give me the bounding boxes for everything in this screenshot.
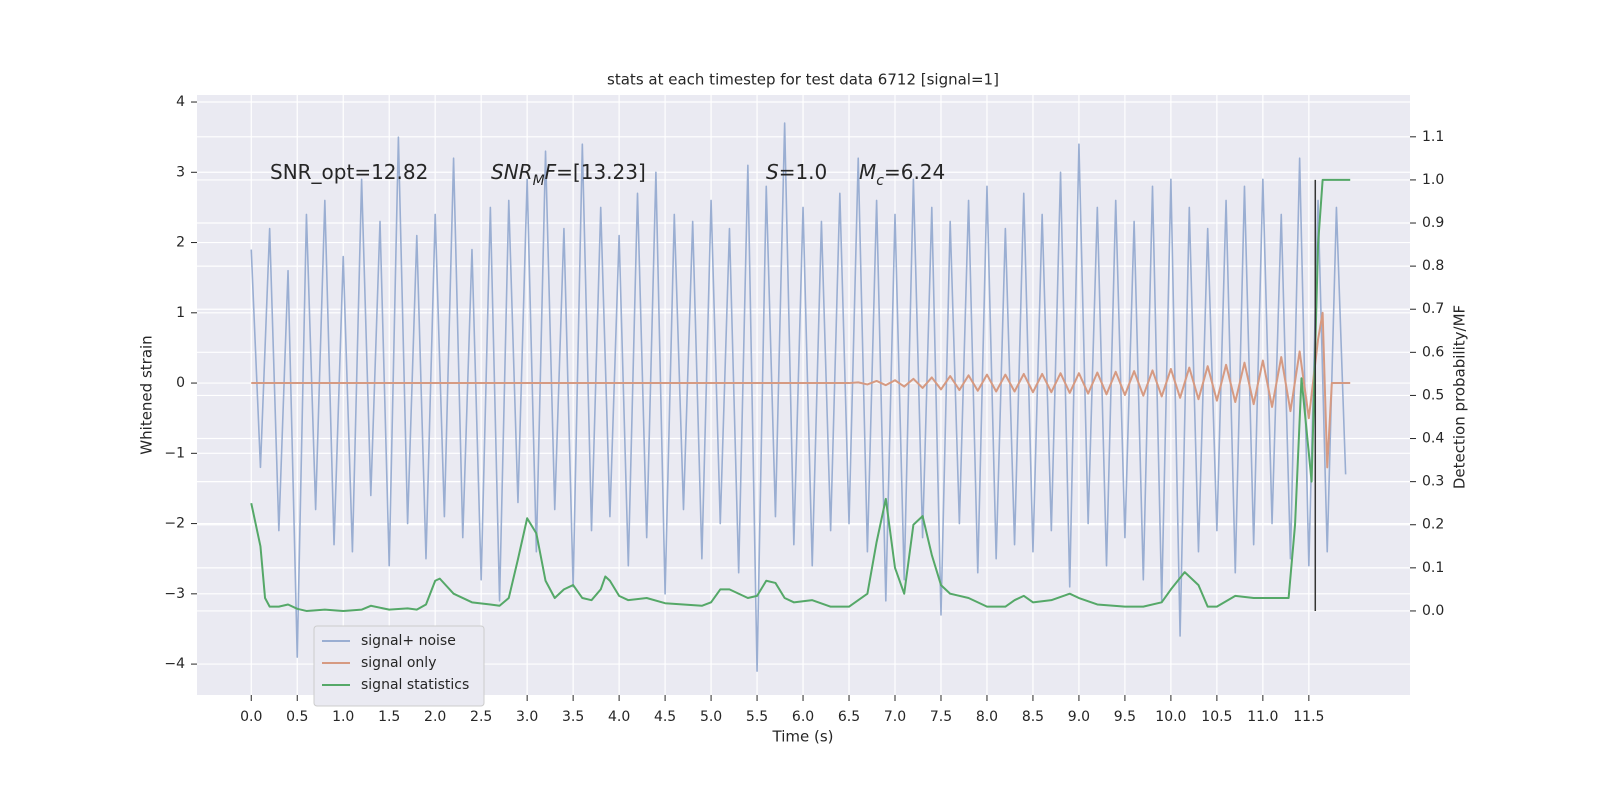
y-tick-label: 3 <box>176 164 185 180</box>
x-tick-label: 5.5 <box>746 709 768 725</box>
y-tick-label: 4 <box>176 94 185 110</box>
y2-axis-label: Detection probability/MF <box>1451 305 1469 489</box>
annotation-part: =1.0 <box>779 160 828 184</box>
x-tick-label: 0.0 <box>240 709 262 725</box>
annotation: SNRMF=[13.23] <box>491 160 646 190</box>
y-tick-label: −1 <box>164 445 185 461</box>
annotation-part: M <box>533 173 545 189</box>
annotation: S=1.0 <box>766 160 827 184</box>
annotation-part: M <box>859 160 876 184</box>
x-tick-label: 7.0 <box>884 709 906 725</box>
x-tick-label: 2.5 <box>470 709 492 725</box>
y2-tick-label: 0.2 <box>1422 517 1444 533</box>
y2-tick-label: 0.3 <box>1422 474 1444 490</box>
x-tick-label: 4.5 <box>654 709 676 725</box>
y2-tick-label: 0.0 <box>1422 603 1444 619</box>
legend-box <box>313 625 485 707</box>
series-line <box>250 122 1347 672</box>
y2-tick-label: 1.1 <box>1422 129 1444 145</box>
chart-title: stats at each timestep for test data 671… <box>607 71 999 89</box>
legend-label: signal+ noise <box>361 633 456 649</box>
x-axis-label: Time (s) <box>772 728 834 746</box>
annotation-part: SNR <box>491 160 533 184</box>
annotation-part: c <box>876 173 884 189</box>
legend-label: signal statistics <box>361 677 469 693</box>
x-tick-label: 8.5 <box>1022 709 1044 725</box>
y-tick-label: 2 <box>176 235 185 251</box>
x-tick-label: 8.0 <box>976 709 998 725</box>
x-tick-label: 3.0 <box>516 709 538 725</box>
x-tick-label: 4.0 <box>608 709 630 725</box>
annotation: SNR_opt=12.82 <box>270 160 428 184</box>
annotation-part: F <box>545 160 557 184</box>
x-tick-label: 6.0 <box>792 709 814 725</box>
x-tick-label: 10.0 <box>1155 709 1186 725</box>
x-tick-label: 11.5 <box>1293 709 1324 725</box>
y2-tick-label: 0.4 <box>1422 431 1444 447</box>
y-tick-label: 1 <box>176 305 185 321</box>
x-tick-label: 1.0 <box>332 709 354 725</box>
x-tick-label: 0.5 <box>286 709 308 725</box>
series-line <box>251 311 1351 469</box>
x-tick-label: 6.5 <box>838 709 860 725</box>
annotation-part: =[13.23] <box>556 160 646 184</box>
y-tick-label: −3 <box>164 586 185 602</box>
x-tick-label: 7.5 <box>930 709 952 725</box>
x-tick-label: 3.5 <box>562 709 584 725</box>
legend-label: signal only <box>361 655 436 671</box>
y2-tick-label: 0.1 <box>1422 560 1444 576</box>
x-tick-label: 10.5 <box>1201 709 1232 725</box>
y-tick-label: −4 <box>164 656 185 672</box>
y-tick-label: −2 <box>164 516 185 532</box>
x-tick-label: 1.5 <box>378 709 400 725</box>
series-line <box>250 178 1351 612</box>
x-tick-label: 9.0 <box>1068 709 1090 725</box>
y2-tick-label: 1.0 <box>1422 172 1444 188</box>
x-tick-label: 9.5 <box>1114 709 1136 725</box>
x-tick-label: 5.0 <box>700 709 722 725</box>
y2-tick-label: 0.7 <box>1422 301 1444 317</box>
y2-tick-label: 0.8 <box>1422 258 1444 274</box>
x-tick-label: 11.0 <box>1247 709 1278 725</box>
y2-tick-label: 0.9 <box>1422 215 1444 231</box>
annotation-part: S <box>766 160 779 184</box>
annotation-part: SNR_opt=12.82 <box>270 160 428 184</box>
annotation-part: =6.24 <box>884 160 945 184</box>
y2-tick-label: 0.5 <box>1422 387 1444 403</box>
y-axis-label: Whitened strain <box>138 335 156 454</box>
y-tick-label: 0 <box>176 375 185 391</box>
annotation: Mc=6.24 <box>859 160 945 190</box>
x-tick-label: 2.0 <box>424 709 446 725</box>
y2-tick-label: 0.6 <box>1422 344 1444 360</box>
